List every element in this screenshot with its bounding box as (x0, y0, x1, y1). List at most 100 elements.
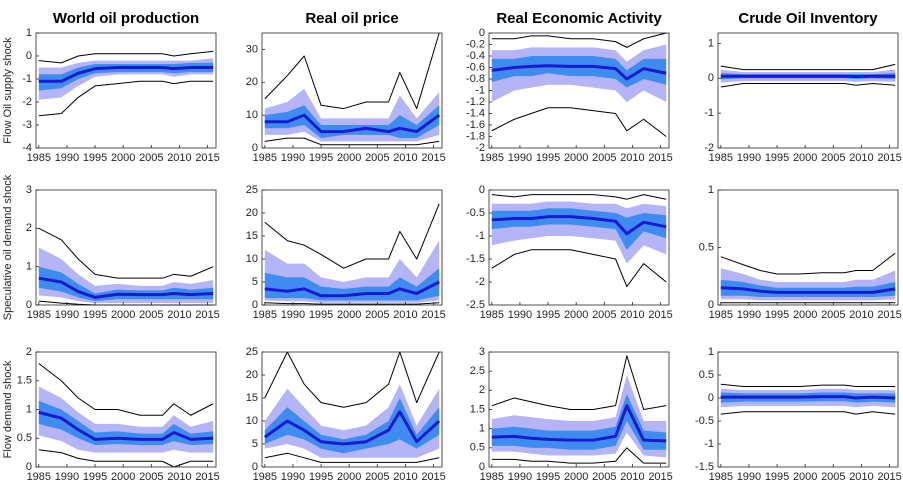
x-tick-label: 2015 (195, 309, 219, 321)
median-line (38, 66, 214, 83)
y-tick-label: 0.5 (699, 369, 714, 381)
x-tick-label: 2000 (793, 309, 817, 321)
y-tick-label: -1.4 (466, 107, 485, 119)
y-tick-label: -2 (475, 276, 485, 288)
y-tick-label: 0 (479, 461, 485, 473)
x-tick-label: 2005 (365, 309, 389, 321)
x-tick-label: 1990 (281, 152, 305, 164)
x-tick-label: 2015 (195, 152, 219, 164)
x-tick-label: 1995 (536, 152, 560, 164)
x-tick-label: 2015 (877, 152, 901, 164)
x-tick-label: 1985 (709, 471, 733, 483)
y-tick-label: 0 (708, 299, 714, 311)
median-line (38, 276, 214, 299)
y-tick-label: -1.6 (466, 119, 485, 131)
x-tick-label: 1995 (83, 309, 107, 321)
x-tick-label: 2015 (195, 471, 219, 483)
x-tick-label: 2010 (849, 471, 873, 483)
y-tick-label: 1 (479, 423, 485, 435)
y-tick-label: 2 (26, 222, 32, 234)
y-tick-label: 0.5 (470, 442, 485, 454)
axes-box (35, 32, 217, 149)
y-tick-label: 25 (246, 184, 258, 196)
y-tick-label: 0 (252, 142, 258, 154)
y-tick-label: -1 (704, 438, 714, 450)
x-tick-label: 1985 (709, 152, 733, 164)
upper-bound (264, 203, 440, 269)
x-tick-label: 1985 (480, 309, 504, 321)
y-tick-label: 20 (246, 76, 258, 88)
x-tick-label: 1990 (508, 309, 532, 321)
y-tick-label: 1.5 (17, 375, 32, 387)
y-tick-label: -2.5 (466, 299, 485, 311)
x-tick-label: 1995 (536, 471, 560, 483)
lower-bound (491, 249, 667, 288)
x-tick-label: 2000 (111, 309, 135, 321)
inner-band (264, 398, 440, 454)
x-tick-label: 2010 (393, 309, 417, 321)
x-tick-label: 1990 (737, 471, 761, 483)
y-tick-label: -3 (22, 119, 32, 131)
x-tick-label: 2000 (793, 471, 817, 483)
y-tick-label: 10 (246, 253, 258, 265)
y-tick-label: 1 (708, 346, 714, 358)
x-tick-label: 1995 (765, 471, 789, 483)
upper-bound (491, 32, 667, 48)
y-tick-label: -1.5 (466, 253, 485, 265)
median-line (263, 410, 441, 446)
lower-bound (720, 83, 896, 88)
y-tick-label: -0.4 (466, 50, 485, 62)
y-tick-label: 15 (246, 392, 258, 404)
median-line (720, 286, 896, 294)
median-line (491, 404, 667, 443)
x-tick-label: 2015 (421, 152, 445, 164)
upper-bound (720, 252, 896, 275)
upper-bound (264, 351, 440, 408)
y-tick-label: 1 (26, 27, 32, 39)
x-tick-label: 2000 (337, 471, 361, 483)
x-tick-label: 2010 (620, 309, 644, 321)
x-tick-label: 2000 (793, 152, 817, 164)
x-tick-label: 1985 (709, 309, 733, 321)
y-tick-label: 0 (708, 72, 714, 84)
axes-box (261, 32, 443, 149)
x-tick-label: 2005 (821, 309, 845, 321)
lower-bound (264, 137, 440, 146)
axes-box (35, 189, 217, 306)
x-tick-label: 1995 (536, 309, 560, 321)
y-tick-label: 1 (26, 261, 32, 273)
x-tick-label: 2010 (620, 152, 644, 164)
x-tick-label: 1990 (55, 309, 79, 321)
x-tick-label: 2000 (564, 152, 588, 164)
x-tick-label: 2005 (592, 309, 616, 321)
x-tick-label: 1995 (765, 309, 789, 321)
x-tick-label: 2000 (564, 309, 588, 321)
x-tick-label: 1985 (253, 471, 277, 483)
x-tick-label: 1985 (27, 471, 51, 483)
y-tick-label: -0.2 (466, 38, 485, 50)
median-line (264, 113, 441, 134)
x-tick-label: 2005 (592, 152, 616, 164)
axes-box (261, 189, 443, 306)
x-tick-label: 2005 (139, 152, 163, 164)
axes-box (717, 32, 899, 149)
y-tick-label: -2 (704, 142, 714, 154)
x-tick-label: 1990 (281, 471, 305, 483)
x-tick-label: 2010 (849, 309, 873, 321)
panel-title: World oil production (53, 10, 199, 27)
y-tick-label: 0 (479, 184, 485, 196)
y-tick-label: 1 (708, 37, 714, 49)
inner-band (491, 394, 667, 450)
y-tick-label: 15 (246, 230, 258, 242)
y-tick-label: 0 (252, 461, 258, 473)
y-tick-label: 0 (252, 299, 258, 311)
y-tick-label: 0 (26, 299, 32, 311)
panel-title: Real Economic Activity (496, 10, 662, 27)
x-tick-label: 2010 (393, 471, 417, 483)
lower-bound (38, 449, 214, 468)
y-tick-label: 1 (26, 403, 32, 415)
x-tick-label: 2000 (111, 471, 135, 483)
y-tick-label: -1 (475, 230, 485, 242)
x-tick-label: 2015 (421, 309, 445, 321)
y-tick-label: 3 (26, 184, 32, 196)
